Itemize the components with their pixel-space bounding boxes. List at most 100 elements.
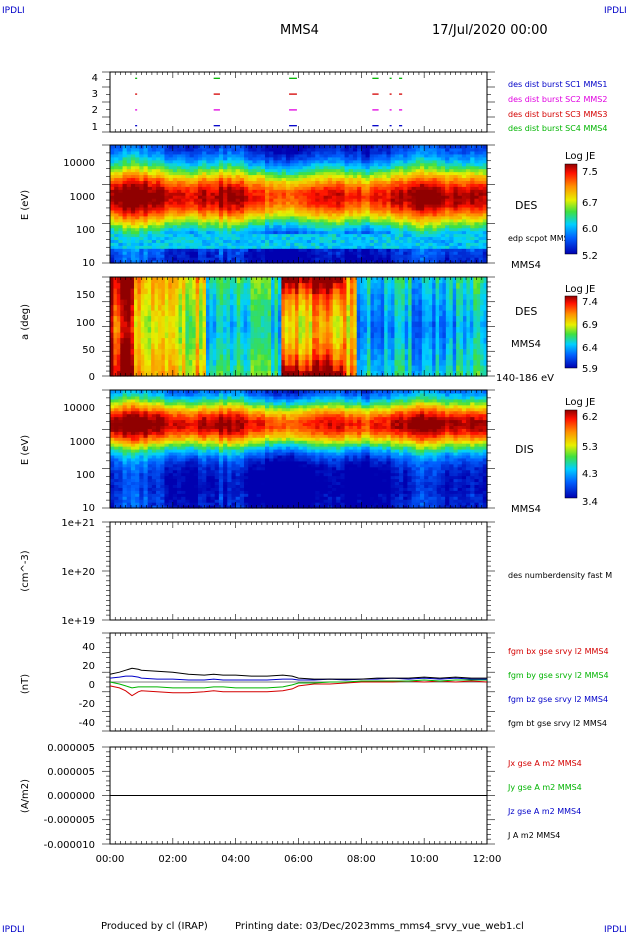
spectrogram-cell <box>419 168 425 173</box>
spectrogram-cell <box>143 227 149 232</box>
spectrogram-cell <box>181 215 186 220</box>
spectrogram-cell <box>482 212 488 217</box>
spectrogram-cell <box>288 299 293 306</box>
spectrogram-cell <box>403 233 409 238</box>
spectrogram-cell <box>161 354 166 361</box>
spectrogram-cell <box>327 254 333 258</box>
spectrogram-cell <box>269 145 274 149</box>
spectrogram-cell <box>281 370 286 377</box>
spectrogram-cell <box>319 192 325 196</box>
spectrogram-cell <box>110 165 115 170</box>
spectrogram-cell <box>277 180 283 184</box>
spectrogram-cell <box>284 370 289 377</box>
spectrogram-cell <box>386 156 392 161</box>
spectrogram-cell <box>226 354 231 361</box>
spectrogram-cell <box>189 230 195 235</box>
spectrogram-cell <box>415 186 421 190</box>
spectrogram-cell <box>260 171 266 176</box>
spectrogram-cell <box>271 282 276 289</box>
spectrogram-cell <box>470 165 476 170</box>
spectrogram-cell <box>378 183 383 187</box>
spectrogram-cell <box>223 153 228 158</box>
spectrogram-cell <box>361 215 367 220</box>
spectrogram-cell <box>199 332 204 339</box>
spectrogram-cell <box>130 150 136 155</box>
spectrogram-cell <box>295 310 300 317</box>
spectrogram-cell <box>457 248 463 252</box>
spectrogram-cell <box>327 174 333 179</box>
spectrogram-cell <box>123 304 128 311</box>
spectrogram-cell <box>407 201 413 205</box>
spectrogram-cell <box>239 233 245 238</box>
spectrogram-cell <box>273 165 279 170</box>
spectrogram-cell <box>378 209 383 214</box>
spectrogram-cell <box>428 195 434 199</box>
spectrogram-cell <box>436 162 442 167</box>
spectrogram-cell <box>126 145 132 149</box>
spectrogram-cell <box>202 326 207 333</box>
spectrogram-cell <box>114 221 119 226</box>
spectrogram-cell <box>185 236 191 240</box>
spectrogram-cell <box>344 204 350 208</box>
spectrogram-cell <box>227 218 233 223</box>
spectrogram-cell <box>151 227 157 232</box>
spectrogram-cell <box>457 221 463 226</box>
spectrogram-cell <box>445 248 450 252</box>
spectrogram-cell <box>349 321 354 328</box>
spectrogram-cell <box>352 227 358 232</box>
spectrogram-cell <box>135 209 140 214</box>
spectrogram-cell <box>478 245 484 249</box>
spectrogram-cell <box>199 277 204 284</box>
spectrogram-cell <box>223 218 228 223</box>
spectrogram-cell <box>264 230 270 235</box>
spectrogram-cell <box>260 198 266 202</box>
spectrogram-cell <box>185 183 191 187</box>
spectrogram-cell <box>154 365 159 372</box>
spectrogram-cell <box>311 171 316 176</box>
spectrogram-cell <box>144 326 149 333</box>
spectrogram-cell <box>440 212 446 217</box>
spectrogram-cell <box>216 293 221 300</box>
spectrogram-cell <box>298 260 304 264</box>
spectrogram-cell <box>348 251 354 255</box>
spectrogram-cell <box>214 209 220 214</box>
spectrogram-cell <box>288 337 293 344</box>
spectrogram-cell <box>235 254 241 258</box>
spectrogram-cell <box>302 227 308 232</box>
spectrogram-cell <box>130 233 136 238</box>
spectrogram-cell <box>197 254 203 258</box>
spectrogram-cell <box>172 153 178 158</box>
spectrogram-cell <box>236 299 241 306</box>
spectrogram-cell <box>482 150 488 155</box>
spectrogram-cell <box>147 315 152 322</box>
spectrogram-cell <box>306 162 312 167</box>
spectrogram-cell <box>164 254 170 258</box>
spectrogram-cell <box>281 171 287 176</box>
spectrogram-cell <box>474 248 480 252</box>
spectrogram-cell <box>248 224 254 229</box>
spectrogram-cell <box>239 251 245 255</box>
spectrogram-cell <box>264 293 269 300</box>
spectrogram-cell <box>394 221 400 226</box>
spectrogram-cell <box>306 260 312 264</box>
spectrogram-cell <box>161 370 166 377</box>
spectrogram-cell <box>172 183 178 187</box>
spectrogram-cell <box>273 248 279 252</box>
spectrogram-cell <box>419 236 425 240</box>
spectrogram-cell <box>386 198 392 202</box>
spectrogram-cell <box>206 212 212 217</box>
spectrogram-cell <box>419 209 425 214</box>
spectrogram-cell <box>130 365 135 372</box>
spectrogram-cell <box>449 195 455 199</box>
colorbar-1-tick-3: 6.0 <box>582 224 598 235</box>
spectrogram-cell <box>281 215 287 220</box>
spectrogram-cell <box>156 162 161 167</box>
spectrogram-cell <box>356 282 361 289</box>
spectrogram-cell <box>277 251 283 255</box>
spectrogram-cell <box>181 177 186 181</box>
spectrogram-cell <box>332 332 337 339</box>
spectrogram-cell <box>361 171 367 176</box>
spectrogram-cell <box>315 288 320 295</box>
spectrogram-cell <box>223 257 228 261</box>
spectrogram-cell <box>461 147 467 152</box>
